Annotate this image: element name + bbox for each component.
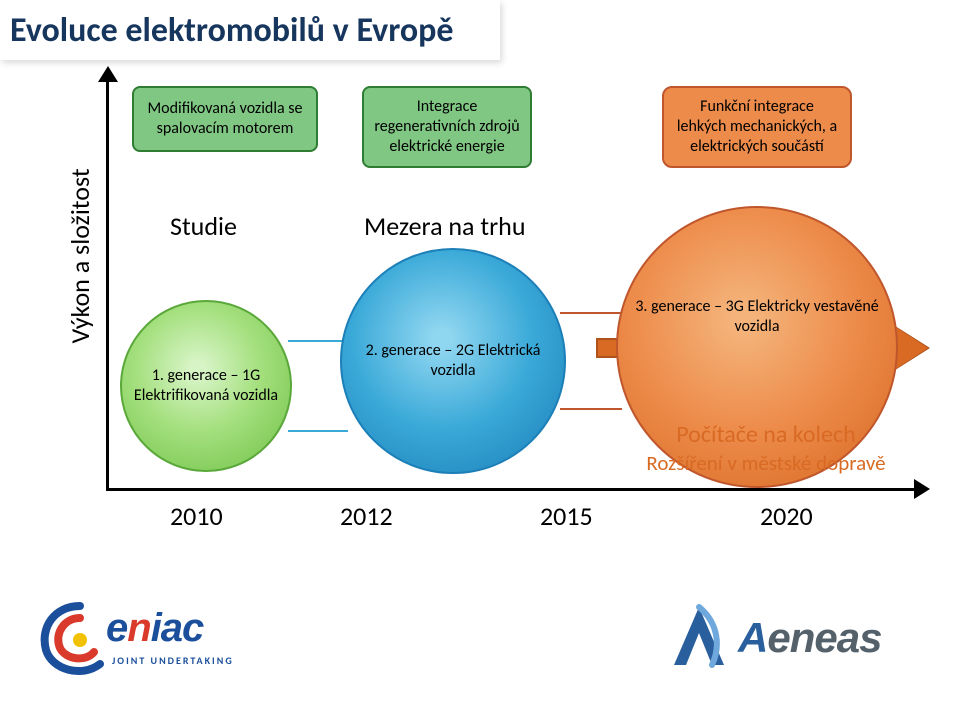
tick-2010: 2010 — [170, 500, 223, 532]
circle-gen1: 1. generace – 1G Elektrifikovaná vozidla — [120, 300, 292, 472]
tick-2012: 2012 — [340, 500, 393, 532]
x-axis-arrowhead — [914, 479, 930, 499]
connector-1-2-top — [288, 340, 348, 342]
slide: Evoluce elektromobilů v Evropě Výkon a s… — [0, 0, 960, 702]
page-title: Evoluce elektromobilů v Evropě — [10, 10, 454, 51]
eniac-e: e — [106, 606, 127, 650]
x-axis — [106, 488, 916, 491]
y-axis-label: Výkon a složitost — [64, 156, 96, 356]
tick-2015: 2015 — [540, 500, 593, 532]
circle-gen1-label: 1. generace – 1G Elektrifikovaná vozidla — [132, 366, 280, 406]
aeneas-mark-icon — [664, 603, 734, 673]
box-modified-vehicles: Modifikovaná vozidla se spalovacím motor… — [132, 86, 318, 152]
label-mezera-na-trhu: Mezera na trhu — [364, 210, 525, 242]
circle-gen3-label: 3. generace – 3G Elektricky vestavěné vo… — [632, 297, 882, 337]
footer: eniac JOINT UNDERTAKING Aeneas — [0, 582, 960, 702]
aeneas-wordmark: Aeneas — [738, 614, 881, 662]
caption-urban-transport: Rozšíření v městské dopravě — [596, 450, 936, 476]
connector-2-3-top — [560, 312, 622, 314]
eniac-iac: iac — [151, 606, 204, 650]
eniac-subtitle: JOINT UNDERTAKING — [112, 654, 234, 667]
eniac-wordmark: eniac — [106, 606, 203, 651]
connector-2-3-bottom — [560, 408, 622, 410]
title-bar: Evoluce elektromobilů v Evropě — [0, 0, 500, 60]
label-studie: Studie — [170, 210, 237, 242]
tick-2020: 2020 — [760, 500, 813, 532]
evolution-chart: Výkon a složitost Modifikovaná vozidla s… — [40, 80, 920, 510]
aeneas-rest: eneas — [767, 614, 881, 661]
aeneas-logo: Aeneas — [664, 598, 924, 678]
y-axis — [106, 80, 109, 490]
caption-computers-on-wheels: Počítače na kolech — [596, 420, 936, 449]
circle-gen2-label: 2. generace – 2G Elektrická vozidla — [354, 341, 552, 381]
box-functional-integration: Funkční integrace lehkých mechanických, … — [662, 86, 852, 168]
y-axis-arrowhead — [98, 66, 118, 82]
trend-arrow-head — [894, 326, 928, 370]
box-regenerative-sources: Integrace regenerativních zdrojů elektri… — [362, 86, 532, 168]
aeneas-a: A — [738, 614, 767, 661]
eniac-n: n — [127, 606, 150, 650]
circle-gen2: 2. generace – 2G Elektrická vozidla — [340, 248, 566, 474]
eniac-logo: eniac JOINT UNDERTAKING — [36, 600, 276, 678]
connector-1-2-bottom — [288, 430, 348, 432]
